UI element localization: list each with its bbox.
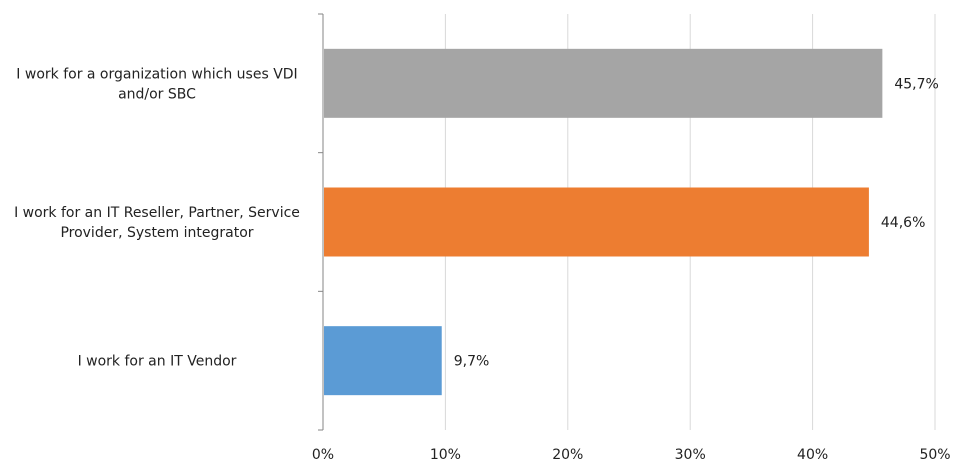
x-tick-label: 20%: [552, 447, 583, 463]
category-label: I work for an IT Reseller, Partner, Serv…: [14, 205, 300, 241]
bar: [324, 326, 442, 396]
x-tick-label: 0%: [312, 447, 334, 463]
data-label: 45,7%: [894, 76, 938, 92]
x-tick-label: 10%: [430, 447, 461, 463]
x-tick-label: 30%: [675, 447, 706, 463]
category-label: I work for a organization which uses VDI…: [16, 66, 297, 102]
x-tick-label: 50%: [919, 447, 950, 463]
data-label: 9,7%: [454, 354, 490, 370]
x-tick-labels: 0% 10% 20% 30% 40% 50%: [312, 447, 951, 463]
category-label: I work for an IT Vendor: [78, 354, 237, 370]
data-label: 44,6%: [881, 215, 925, 231]
y-axis: [318, 13, 324, 431]
bar: [324, 187, 869, 257]
x-tick-label: 40%: [797, 447, 828, 463]
bar: [324, 48, 883, 118]
category-labels: I work for a organization which uses VDI…: [14, 66, 300, 369]
bars: [324, 48, 883, 396]
data-labels: 45,7% 44,6% 9,7%: [454, 76, 939, 369]
